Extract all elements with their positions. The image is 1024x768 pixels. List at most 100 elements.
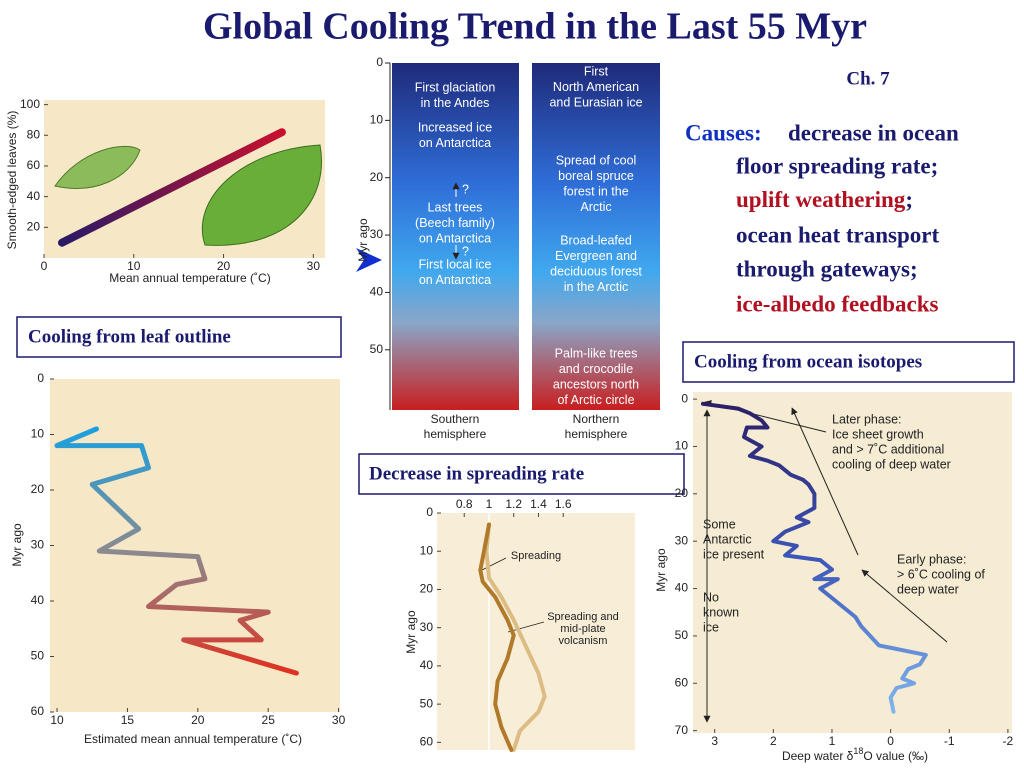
- event-label: in the Andes: [421, 96, 490, 110]
- x-tick-label: -2: [1003, 734, 1014, 748]
- y-tick-label: 20: [675, 486, 689, 500]
- leaf: [54, 145, 141, 189]
- annotation: known: [703, 605, 739, 619]
- annotation: ice: [703, 620, 719, 634]
- data-line: [484, 522, 547, 752]
- causes-label: Causes:: [685, 120, 762, 145]
- event-label: First local ice: [419, 257, 492, 271]
- y-tick-label: 40: [27, 189, 41, 203]
- query: ?: [462, 244, 469, 258]
- event-label: forest in the: [563, 184, 628, 198]
- data-line: [478, 522, 516, 752]
- y-tick-label: 20: [27, 219, 41, 233]
- y-tick-label: 20: [420, 582, 434, 596]
- cause: ice-albedo feedbacks: [736, 291, 939, 316]
- event-label: on Antarctica: [419, 136, 491, 150]
- annotation: No: [703, 590, 719, 604]
- phase-arrow: [861, 569, 948, 643]
- x-tick-label: 1.2: [505, 497, 522, 511]
- event-label: in the Arctic: [564, 280, 629, 294]
- southern-column: [392, 63, 519, 410]
- x-axis-label-part: Deep water δ: [782, 749, 854, 763]
- event-label: and crocodile: [559, 362, 633, 376]
- event-label: First glaciation: [415, 80, 496, 94]
- column-label: Southern: [431, 412, 480, 426]
- x-tick-label: 20: [191, 713, 205, 727]
- event-label: on Antarctica: [419, 273, 491, 287]
- y-tick-label: 30: [31, 538, 45, 552]
- annotation: cooling of deep water: [832, 457, 951, 471]
- x-tick-label: 1: [829, 734, 836, 748]
- x-tick-label: 25: [262, 713, 276, 727]
- event-label: Arctic: [580, 200, 611, 214]
- x-tick-label: 20: [217, 259, 231, 273]
- series-label: Spreading: [510, 550, 562, 562]
- x-tick-label: 1.4: [530, 497, 547, 511]
- query: ?: [462, 182, 469, 196]
- y-axis-label: Myr ago: [654, 548, 668, 592]
- phase-arrow: [791, 407, 859, 556]
- column-label: Northern: [573, 412, 620, 426]
- y-tick-label: 0: [426, 505, 433, 519]
- caption: Cooling from leaf outline: [28, 326, 231, 347]
- event-label: Increased ice: [418, 120, 492, 134]
- x-tick-label: 3: [711, 734, 718, 748]
- leaf: [201, 144, 322, 246]
- y-tick-label: 30: [675, 533, 689, 547]
- event-label: on Antarctica: [419, 231, 491, 245]
- y-axis-label: Myr ago: [356, 218, 370, 262]
- y-tick-label: 60: [420, 735, 434, 749]
- y-tick-label: 40: [675, 581, 689, 595]
- pointer-arrow: [356, 248, 382, 272]
- x-tick-label: 0: [887, 734, 894, 748]
- cause: ocean heat transport: [736, 222, 939, 247]
- annotation: deep water: [897, 582, 959, 596]
- event-label: Spread of cool: [556, 153, 637, 167]
- y-tick-label: 100: [20, 97, 40, 111]
- x-tick-label: 30: [332, 713, 346, 727]
- x-tick-label: 10: [127, 259, 141, 273]
- y-tick-label: 20: [370, 170, 384, 184]
- caption-box: [358, 453, 685, 495]
- event-label: North American: [553, 80, 639, 94]
- event-label: and Eurasian ice: [549, 95, 642, 109]
- annotation: > 6˚C cooling of: [897, 567, 985, 581]
- y-tick-label: 10: [420, 543, 434, 557]
- leader-line: [479, 557, 507, 572]
- cause: uplift weathering;: [736, 187, 913, 212]
- causes: Causes: decrease in ocean floor spreadin…: [685, 120, 959, 316]
- x-tick-label: 10: [50, 713, 64, 727]
- caption: Decrease in spreading rate: [369, 463, 584, 484]
- cause: decrease in ocean: [788, 120, 959, 145]
- cause: floor spreading rate;: [736, 153, 938, 178]
- cause: uplift weathering: [736, 187, 906, 212]
- chapter: Ch. 7: [846, 68, 890, 89]
- event-label: Evergreen and: [555, 249, 637, 263]
- annotation: Ice sheet growth: [832, 427, 924, 441]
- caption: Cooling from ocean isotopes: [694, 351, 922, 372]
- annotation: Later phase:: [832, 412, 902, 426]
- column-label: hemisphere: [565, 427, 628, 441]
- x-tick-label: 1: [486, 497, 493, 511]
- event-label: of Arctic circle: [557, 393, 634, 407]
- y-tick-label: 0: [681, 391, 688, 405]
- y-tick-label: 10: [675, 439, 689, 453]
- y-tick-label: 10: [370, 113, 384, 127]
- x-axis-label-part: 18: [853, 746, 863, 756]
- y-tick-label: 40: [370, 285, 384, 299]
- slide-title: Global Cooling Trend in the Last 55 Myr: [203, 6, 867, 48]
- event-label: boreal spruce: [558, 169, 634, 183]
- y-tick-label: 50: [31, 649, 45, 663]
- y-tick-label: 0: [37, 371, 44, 385]
- y-tick-label: 30: [420, 620, 434, 634]
- annotation: ice present: [703, 547, 765, 561]
- y-axis-label: Myr ago: [404, 610, 418, 654]
- x-tick-label: 2: [770, 734, 777, 748]
- event-label: Broad-leafed: [560, 233, 632, 247]
- x-tick-label: 30: [307, 259, 321, 273]
- annotation: and > 7˚C additional: [832, 442, 944, 456]
- y-tick-label: 70: [675, 723, 689, 737]
- cause: through gateways;: [736, 256, 918, 281]
- y-tick-label: 40: [420, 658, 434, 672]
